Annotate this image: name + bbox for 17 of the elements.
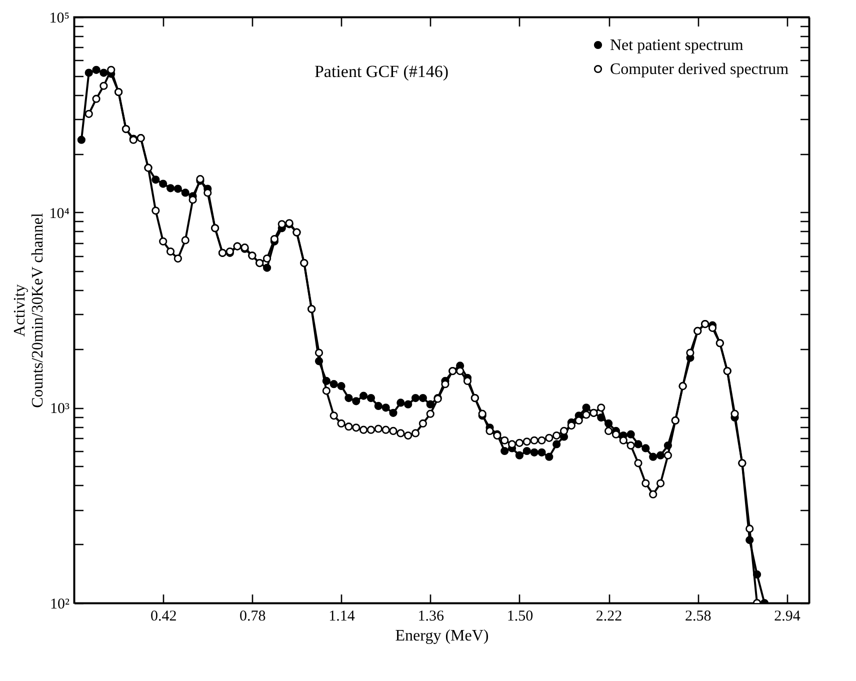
x-tick-label: 2.22 [596, 608, 622, 624]
x-tick-label: 0.78 [240, 608, 266, 624]
legend-label: Computer derived spectrum [610, 61, 790, 78]
x-tick-label: 0.42 [150, 608, 177, 624]
x-tick-label: 1.50 [506, 608, 534, 624]
x-tick-label: 1.36 [418, 608, 444, 624]
y-tick-label: 10³ [50, 401, 70, 418]
x-axis-title: Energy (MeV) [395, 628, 489, 644]
y-axis-title: Activity Counts/20min/30KeV channel [11, 212, 46, 408]
x-tick-label: 1.14 [328, 608, 356, 624]
x-tick-label: 2.58 [685, 608, 712, 624]
y-tick-label: 10⁵ [49, 10, 70, 26]
y-tick-label: 10² [50, 596, 70, 612]
x-tick-label: 2.94 [774, 608, 801, 624]
y-tick-label: 10⁴ [49, 206, 70, 222]
text: Patient GCF (#146) [314, 62, 449, 81]
legend-label: Net patient spectrum [610, 37, 744, 54]
